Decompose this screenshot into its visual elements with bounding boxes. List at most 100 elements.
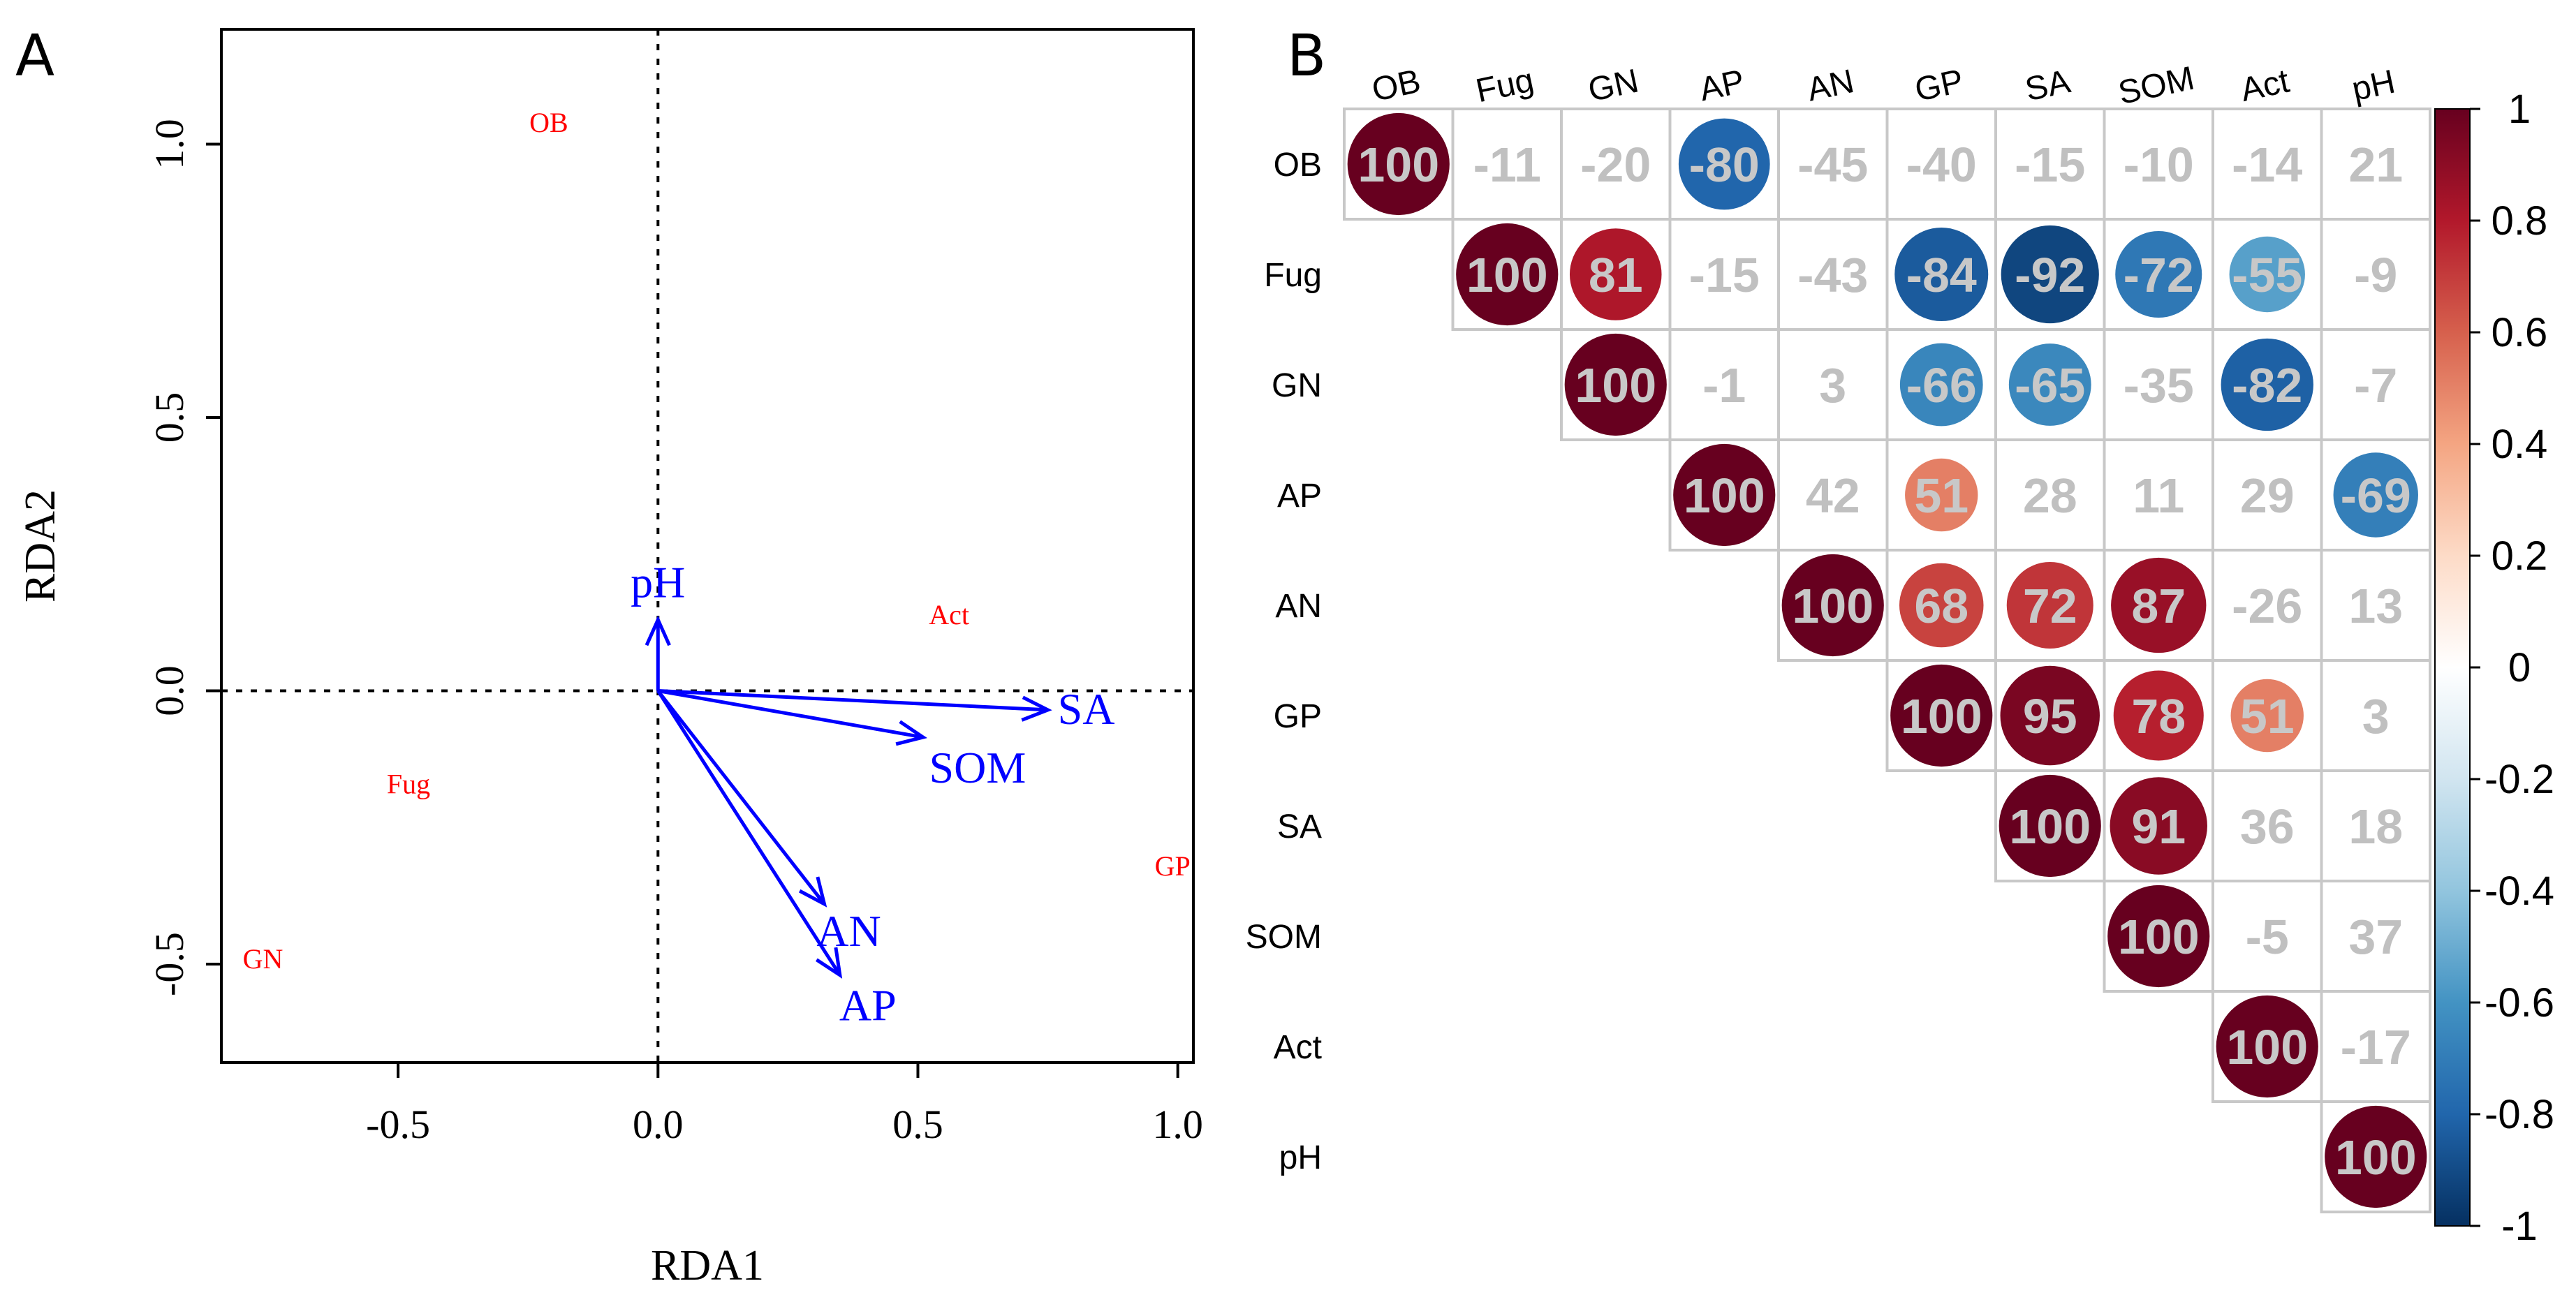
corr-cell: 100 — [1994, 769, 2106, 882]
y-tick-label: 0.5 — [147, 392, 192, 443]
site-label-ob: OB — [529, 107, 568, 138]
corr-cell: -92 — [1994, 218, 2106, 331]
corr-circle — [1781, 554, 1884, 657]
corr-circle — [2111, 557, 2207, 653]
corr-circle — [1347, 112, 1450, 216]
column-header: SOM — [2115, 60, 2198, 112]
corr-value: 37 — [2348, 910, 2403, 964]
corr-circle — [1456, 223, 1559, 326]
corr-circle — [1894, 228, 1989, 321]
cell-border — [1885, 108, 1997, 221]
corr-cell: 100 — [1777, 549, 1889, 662]
column-header: GP — [1912, 63, 1967, 109]
vector-arrowhead — [816, 947, 843, 979]
x-tick-label: -0.5 — [366, 1102, 430, 1147]
corr-cell: 78 — [2103, 659, 2214, 772]
corr-value: 81 — [1589, 248, 1643, 302]
corr-cell: -14 — [2211, 108, 2323, 221]
corr-value: 100 — [2335, 1130, 2417, 1185]
x-axis-title: RDA1 — [651, 1242, 764, 1289]
corr-circle — [2229, 236, 2305, 313]
vector-label: pH — [631, 558, 685, 607]
corr-cell: -65 — [1994, 328, 2106, 441]
corr-value: -66 — [1906, 358, 1977, 413]
vector-arrowhead — [1021, 695, 1052, 722]
column-header: AN — [1804, 63, 1857, 109]
corr-value: 100 — [2226, 1020, 2308, 1074]
column-header: SA — [2022, 63, 2074, 108]
corr-value: 100 — [2009, 799, 2091, 854]
column-header: GN — [1585, 62, 1642, 109]
corr-cell: -20 — [1560, 108, 1672, 221]
corr-cell: -15 — [1668, 218, 1780, 331]
corr-circle — [1899, 343, 1983, 427]
corr-value: -17 — [2341, 1020, 2411, 1074]
corr-cell: -66 — [1885, 328, 1997, 441]
corr-value: 36 — [2240, 799, 2295, 854]
corr-value: -1 — [1702, 358, 1746, 413]
cell-border — [2320, 769, 2431, 882]
corr-value: 72 — [2023, 579, 2077, 633]
corr-cell: -9 — [2320, 218, 2431, 331]
corr-value: 3 — [2362, 689, 2390, 744]
corr-cell: 100 — [2211, 990, 2323, 1103]
corr-circle — [1899, 563, 1984, 648]
row-header: Act — [1274, 1029, 1322, 1066]
cell-border — [2211, 438, 2323, 552]
corr-circle — [2000, 665, 2100, 766]
corr-cell: -26 — [2211, 549, 2323, 662]
corr-circle — [2113, 670, 2204, 761]
colorbar-tick-label: 0.2 — [2492, 533, 2548, 579]
corr-cell: 3 — [1777, 328, 1889, 441]
corr-circle — [1905, 458, 1978, 532]
corr-cell: -5 — [2211, 880, 2323, 993]
cell-border — [1777, 218, 1889, 331]
cell-border — [2320, 218, 2431, 331]
corr-cell: 36 — [2211, 769, 2323, 882]
corr-cell: 100 — [2320, 1100, 2431, 1213]
corr-cell: -84 — [1885, 218, 1997, 331]
site-label-fug: Fug — [387, 769, 430, 800]
colorbar-tick-label: -0.6 — [2485, 980, 2554, 1026]
cell-border — [2320, 328, 2431, 441]
colorbar-ticks: 1 0.8 0.6 0.4 0.2 0 -0.2 -0.4 -0.6 -0.8 -1 — [2470, 87, 2554, 1249]
corr-value: 51 — [2240, 689, 2295, 744]
corr-value: 18 — [2348, 799, 2403, 854]
column-header: Act — [2237, 63, 2292, 109]
row-headers: OB Fug GN AP AN GP SA SOM Act pH — [1246, 147, 1322, 1176]
corr-value: -65 — [2015, 358, 2085, 413]
panel-a-letter: A — [15, 23, 54, 89]
corr-cell: -10 — [2103, 108, 2214, 221]
corr-value: -72 — [2124, 248, 2194, 302]
corr-value: -20 — [1580, 138, 1651, 192]
cell-border — [1668, 218, 1780, 331]
corr-value: 51 — [1914, 468, 1968, 523]
vector-label: AN — [816, 906, 881, 956]
corr-circle — [2325, 1105, 2427, 1208]
site-label-act: Act — [929, 599, 969, 630]
panel-a-rda-biplot: A -0.5 0.0 0.5 1.0 -0.5 0.0 0.5 1.0 OB Act Fug GP… — [15, 23, 1203, 1289]
corr-value: -15 — [1689, 248, 1760, 302]
colorbar-tick-label: -0.2 — [2485, 757, 2554, 802]
corr-circle — [1564, 333, 1667, 436]
colorbar-tick-label: 0 — [2508, 645, 2531, 690]
vector-label: SA — [1058, 684, 1115, 734]
site-label-gn: GN — [243, 943, 284, 975]
corr-cell: 91 — [2103, 769, 2214, 882]
corr-circle — [2221, 338, 2313, 431]
corr-value: -26 — [2232, 579, 2302, 633]
corr-value: -5 — [2246, 910, 2289, 964]
corr-value: 91 — [2131, 799, 2186, 854]
corr-circle — [2333, 452, 2418, 538]
corr-value: -14 — [2232, 138, 2302, 192]
row-header: AN — [1275, 588, 1322, 625]
corr-cell: 11 — [2103, 438, 2214, 552]
colorbar-tick-label: 1 — [2508, 87, 2531, 132]
row-header: SOM — [1246, 919, 1322, 956]
cell-border — [2320, 880, 2431, 993]
plot-frame — [220, 28, 1195, 1064]
corr-cell: 18 — [2320, 769, 2431, 882]
colorbar — [2434, 108, 2471, 1227]
vector-som: SOM — [657, 689, 1026, 792]
